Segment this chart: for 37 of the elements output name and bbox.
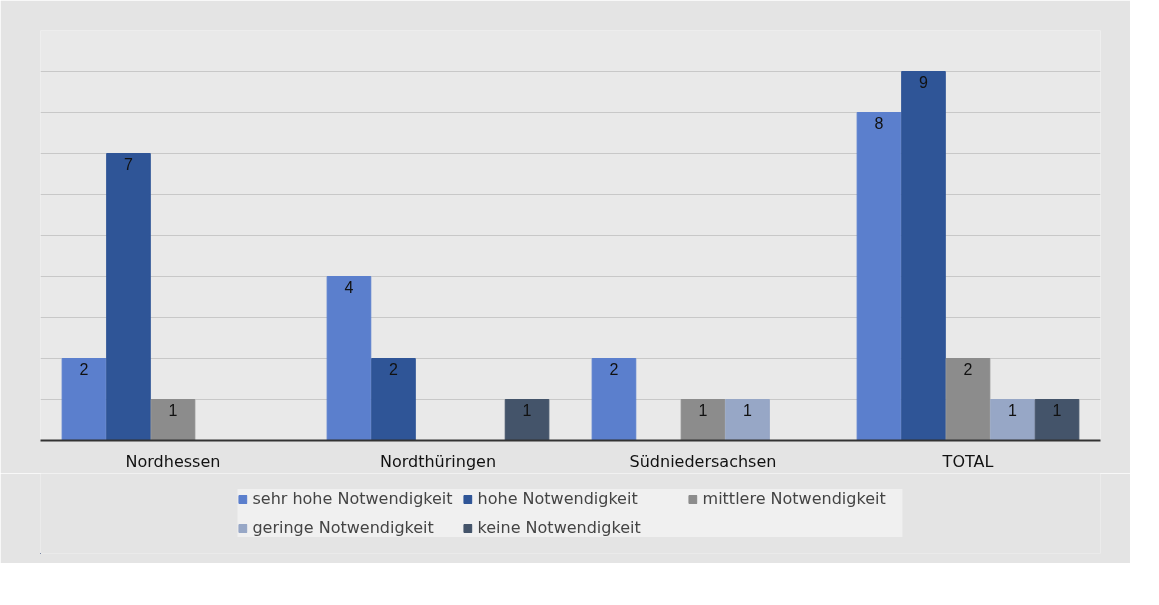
data-label: 2	[389, 360, 399, 378]
legend-label: mittlere Notwendigkeit	[702, 489, 887, 508]
bar	[990, 399, 1035, 441]
x-tick-label: Südniedersachsen	[629, 451, 777, 471]
data-label: 1	[698, 401, 708, 419]
bar	[504, 399, 550, 441]
legend-label: sehr hohe Notwendigkeit	[252, 489, 453, 508]
legend-label: hohe Notwendigkeit	[477, 489, 639, 508]
bar	[901, 71, 946, 441]
data-label: 2	[963, 360, 973, 378]
data-label: 7	[124, 155, 134, 173]
bar	[856, 112, 902, 441]
x-tick-label: TOTAL	[941, 451, 994, 471]
data-label: 8	[874, 114, 884, 132]
bar	[371, 358, 416, 441]
data-label: 1	[168, 401, 178, 419]
bar	[680, 399, 726, 441]
data-label: 9	[919, 73, 929, 91]
legend-label: keine Notwendigkeit	[477, 518, 642, 537]
bar	[591, 358, 637, 441]
data-label: 2	[79, 360, 89, 378]
bar	[945, 358, 991, 441]
legend-label: geringe Notwendigkeit	[252, 518, 435, 537]
x-tick-label: Nordthüringen	[379, 451, 497, 471]
bar	[61, 358, 107, 441]
data-label: 1	[522, 401, 532, 419]
bar	[1034, 399, 1080, 441]
data-label: 1	[1008, 401, 1018, 419]
bar	[725, 399, 770, 441]
bar	[150, 399, 196, 441]
x-tick-label: Nordhessen	[125, 451, 221, 471]
bar	[106, 153, 151, 441]
bar	[326, 276, 372, 441]
data-label: 2	[609, 360, 619, 378]
data-label: 4	[344, 278, 354, 296]
data-label: 1	[743, 401, 753, 419]
data-label: 1	[1052, 401, 1062, 419]
